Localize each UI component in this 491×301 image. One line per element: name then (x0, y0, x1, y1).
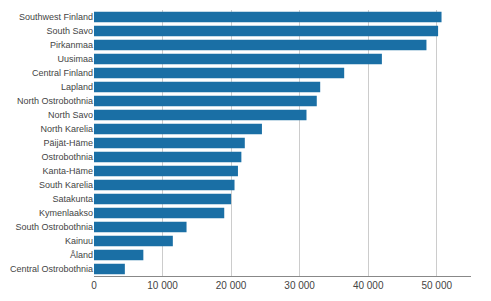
svg-text:30 000: 30 000 (284, 280, 315, 291)
svg-text:0: 0 (91, 280, 97, 291)
svg-text:Southwest Finland: Southwest Finland (19, 12, 93, 22)
svg-text:Ostrobothnia: Ostrobothnia (41, 152, 93, 162)
svg-text:50 000: 50 000 (421, 280, 452, 291)
svg-text:10 000: 10 000 (147, 280, 178, 291)
svg-text:Central Finland: Central Finland (32, 68, 93, 78)
svg-text:Satakunta: Satakunta (52, 194, 93, 204)
svg-text:South Savo: South Savo (46, 26, 93, 36)
svg-text:Kanta-Häme: Kanta-Häme (42, 166, 93, 176)
svg-text:Lapland: Lapland (61, 82, 93, 92)
svg-text:20 000: 20 000 (216, 280, 247, 291)
svg-text:Central Ostrobothnia: Central Ostrobothnia (10, 264, 93, 274)
svg-text:South Ostrobothnia: South Ostrobothnia (15, 222, 93, 232)
svg-text:40 000: 40 000 (353, 280, 384, 291)
svg-text:North Ostrobothnia: North Ostrobothnia (17, 96, 93, 106)
svg-text:Uusimaa: Uusimaa (57, 54, 93, 64)
svg-text:Päijät-Häme: Päijät-Häme (43, 138, 93, 148)
svg-text:North Savo: North Savo (48, 110, 93, 120)
svg-text:North Karelia: North Karelia (40, 124, 93, 134)
svg-text:Pirkanmaa: Pirkanmaa (50, 40, 93, 50)
svg-text:Kymenlaakso: Kymenlaakso (39, 208, 93, 218)
svg-text:Kainuu: Kainuu (65, 236, 93, 246)
svg-text:Åland: Åland (70, 250, 93, 260)
svg-text:South Karelia: South Karelia (39, 180, 93, 190)
